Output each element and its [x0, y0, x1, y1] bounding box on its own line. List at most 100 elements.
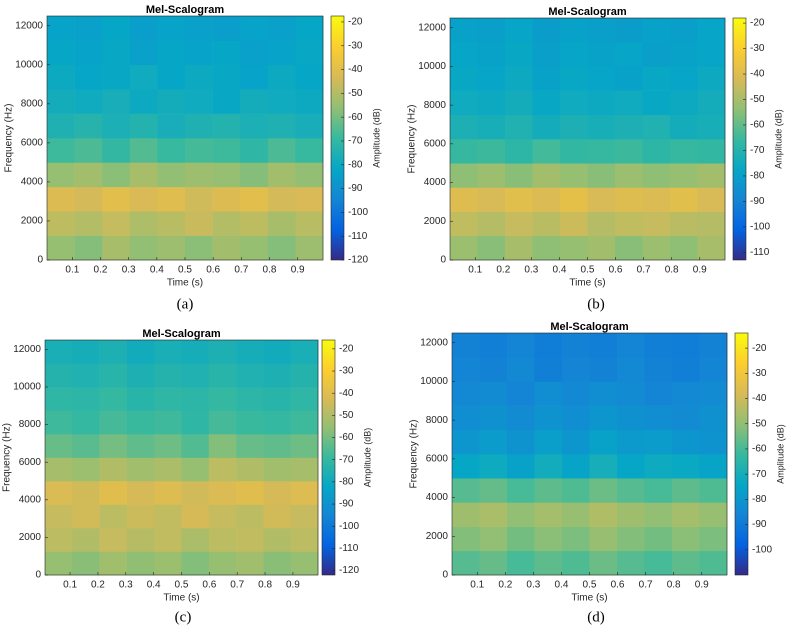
- heatmap-cell: [670, 211, 698, 237]
- colorbar-tick-label: -50: [750, 94, 765, 105]
- heatmap-cell: [615, 90, 643, 116]
- colorbar-tick-label: -110: [348, 231, 368, 242]
- heatmap-cell: [47, 89, 75, 114]
- heatmap-cell: [102, 235, 131, 261]
- panel-caption: (a): [177, 296, 194, 312]
- heatmap-cell: [185, 64, 213, 90]
- heatmap-cell: [45, 410, 73, 435]
- heatmap-cell: [185, 113, 213, 139]
- heatmap-cell: [126, 410, 155, 435]
- x-tick-label: 0.9: [291, 265, 305, 276]
- x-tick-label: 0.6: [206, 265, 220, 276]
- heatmap-cell: [505, 235, 533, 261]
- x-tick-label: 0.8: [258, 580, 272, 591]
- heatmap-cell: [72, 387, 100, 411]
- colorbar-tick-label: -40: [348, 64, 363, 75]
- heatmap-cell: [560, 211, 588, 237]
- heatmap-cell: [157, 40, 186, 66]
- heatmap-cell: [240, 16, 269, 41]
- heatmap-cell: [263, 434, 291, 458]
- heatmap-cell: [185, 16, 213, 41]
- y-axis-label: Frequency (Hz): [2, 423, 13, 492]
- heatmap-cell: [72, 551, 100, 576]
- heatmap-cell: [589, 454, 618, 479]
- heatmap-cell: [295, 40, 324, 66]
- heatmap-cell: [477, 90, 506, 116]
- heatmap-cell: [534, 333, 563, 358]
- heatmap-cell: [670, 163, 698, 188]
- heatmap-cell: [74, 89, 103, 114]
- y-tick-label: 6000: [426, 453, 449, 464]
- heatmap-cell: [45, 551, 73, 576]
- colorbar-tick-label: -120: [348, 255, 368, 266]
- y-axis-label: Frequency (Hz): [4, 104, 15, 173]
- heatmap-cell: [507, 454, 535, 479]
- heatmap-cell: [263, 387, 291, 411]
- heatmap-cell: [290, 481, 319, 505]
- heatmap-cell: [267, 186, 296, 212]
- heatmap-cell: [452, 333, 480, 358]
- heatmap-cell: [697, 90, 726, 116]
- heatmap-cell: [212, 113, 241, 139]
- heatmap-cell: [74, 138, 103, 163]
- heatmap-cell: [697, 139, 726, 164]
- heatmap-cell: [185, 186, 213, 212]
- heatmap-cell: [589, 429, 618, 455]
- colorbar-tick-label: -80: [339, 477, 354, 488]
- heatmap-cell: [99, 504, 128, 529]
- heatmap-cell: [99, 363, 128, 388]
- colorbar-tick-label: -40: [752, 393, 767, 404]
- heatmap-cell: [672, 502, 700, 527]
- heatmap-cell: [267, 113, 296, 139]
- heatmap-cell: [617, 405, 645, 431]
- heatmap-cell: [532, 42, 561, 67]
- heatmap-cell: [181, 528, 210, 552]
- heatmap-cell: [99, 410, 128, 435]
- heatmap-cell: [181, 387, 210, 411]
- y-tick-label: 6000: [21, 138, 44, 149]
- x-tick-label: 0.9: [286, 580, 300, 591]
- heatmap-cell: [154, 410, 182, 435]
- x-tick-label: 0.7: [639, 580, 653, 591]
- heatmap-cell: [240, 211, 269, 236]
- heatmap-cell: [74, 40, 103, 66]
- heatmap-cell: [450, 114, 478, 140]
- colorbar-tick-label: -100: [348, 207, 368, 218]
- heatmap-cell: [99, 457, 128, 482]
- x-tick-label: 0.4: [150, 265, 164, 276]
- heatmap-cell: [507, 405, 535, 431]
- heatmap-cell: [562, 405, 590, 431]
- x-tick-label: 0.4: [552, 265, 566, 276]
- heatmap-cell: [534, 429, 563, 455]
- heatmap-cell: [532, 139, 561, 164]
- heatmap-cell: [450, 187, 478, 212]
- x-axis-label: Time (s): [571, 593, 607, 604]
- heatmap-cell: [240, 64, 269, 90]
- heatmap-cell: [72, 504, 100, 529]
- heatmap-cell: [102, 138, 131, 163]
- x-tick-label: 0.2: [91, 580, 105, 591]
- heatmap-cell: [562, 478, 590, 503]
- heatmap-cell: [295, 235, 324, 261]
- heatmap-cell: [615, 235, 643, 261]
- heatmap-cell: [479, 526, 508, 552]
- heatmap-cell: [267, 235, 296, 261]
- heatmap-cell: [208, 434, 237, 458]
- heatmap-cell: [185, 40, 213, 66]
- heatmap-cell: [562, 381, 590, 406]
- heatmap-cell: [212, 64, 241, 90]
- heatmap-cell: [452, 429, 480, 455]
- colorbar-tick-label: -80: [750, 171, 765, 182]
- heatmap-cell: [534, 381, 563, 406]
- heatmap-cell: [212, 138, 241, 163]
- heatmap-cell: [532, 235, 561, 261]
- heatmap-cell: [452, 478, 480, 503]
- y-tick-label: 2000: [424, 216, 447, 227]
- heatmap-cell: [290, 504, 319, 529]
- heatmap-cell: [181, 481, 210, 505]
- heatmap-cell: [157, 138, 186, 163]
- heatmap-cell: [617, 333, 645, 358]
- heatmap-cell: [450, 18, 478, 43]
- heatmap-cell: [589, 357, 618, 382]
- y-tick-label: 6000: [424, 138, 447, 149]
